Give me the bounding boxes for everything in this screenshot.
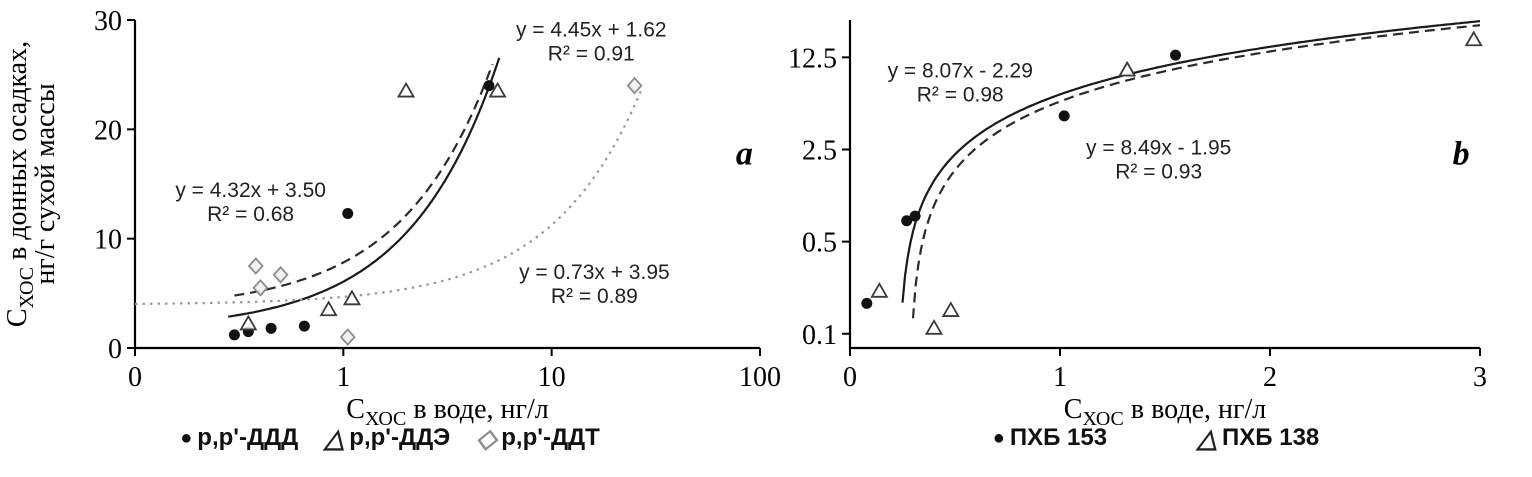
panel-b: 0 1 2 3 0.1 0.5 2.5 12.5 y = 8.07x - 2.29 R² = 0.…: [780, 6, 1532, 452]
open-triangle-icon: △: [1197, 423, 1218, 453]
svg-text:СХОС в донных осадках,: СХОС в донных осадках,: [2, 41, 38, 327]
scatter-figure: 0 1 10 100 0 10 20 30 y = 4.45x + 1.62 R² = 0.91 y…: [0, 6, 1532, 452]
legend-item: ● ПХБ 153: [993, 424, 1107, 452]
svg-text:30: 30: [94, 6, 122, 37]
legend-item: ● p,p'-ДДД: [180, 424, 298, 452]
svg-text:СХОС в воде, нг/л: СХОС в воде, нг/л: [346, 394, 549, 430]
svg-text:2: 2: [1263, 362, 1277, 393]
svg-text:12.5: 12.5: [788, 43, 837, 74]
legend-label: p,p'-ДДТ: [501, 424, 600, 451]
legend-label: ПХБ 153: [1009, 424, 1108, 451]
open-triangle-icon: △: [324, 423, 345, 453]
svg-text:0: 0: [128, 362, 142, 393]
svg-text:10: 10: [94, 225, 122, 256]
filled-circle-icon: ●: [992, 427, 1005, 449]
svg-text:0: 0: [843, 362, 857, 393]
svg-text:100: 100: [739, 362, 781, 393]
open-diamond-icon: ◇: [476, 423, 497, 453]
svg-text:2.5: 2.5: [802, 135, 837, 166]
legend-label: ПХБ 138: [1222, 424, 1320, 451]
panel-b-legend: ● ПХБ 153 △ ПХБ 138: [993, 424, 1320, 452]
svg-text:b: b: [1453, 135, 1470, 172]
svg-text:3: 3: [1473, 362, 1487, 393]
svg-text:20: 20: [94, 115, 122, 146]
svg-text:0.1: 0.1: [802, 320, 837, 351]
svg-text:нг/г сухой массы: нг/г сухой массы: [30, 83, 61, 285]
panel-b-chart: 0 1 2 3 0.1 0.5 2.5 12.5 y = 8.07x - 2.29 R² = 0.…: [788, 20, 1487, 430]
panel-a-legend: ● p,p'-ДДД △ p,p'-ДДЭ ◇ p,p'-ДДТ: [180, 424, 600, 452]
filled-circle-icon: ●: [180, 427, 193, 449]
legend-label: p,p'-ДДЭ: [349, 424, 451, 451]
svg-text:1: 1: [1053, 362, 1067, 393]
legend-label: p,p'-ДДД: [197, 424, 299, 451]
legend-item: △ p,p'-ДДЭ: [324, 424, 450, 452]
svg-text:0.5: 0.5: [802, 228, 837, 259]
svg-text:10: 10: [538, 362, 566, 393]
svg-text:СХОС в воде, нг/л: СХОС в воде, нг/л: [1064, 394, 1267, 430]
legend-item: △ ПХБ 138: [1197, 424, 1319, 452]
svg-text:0: 0: [108, 334, 122, 365]
svg-text:1: 1: [336, 362, 350, 393]
legend-item: ◇ p,p'-ДДТ: [476, 424, 600, 452]
panel-a-chart: 0 1 10 100 0 10 20 30 y = 4.45x + 1.62 R² = 0.91 y…: [2, 6, 781, 430]
svg-text:a: a: [736, 135, 753, 172]
panel-a: 0 1 10 100 0 10 20 30 y = 4.45x + 1.62 R² = 0.91 y…: [0, 6, 781, 452]
